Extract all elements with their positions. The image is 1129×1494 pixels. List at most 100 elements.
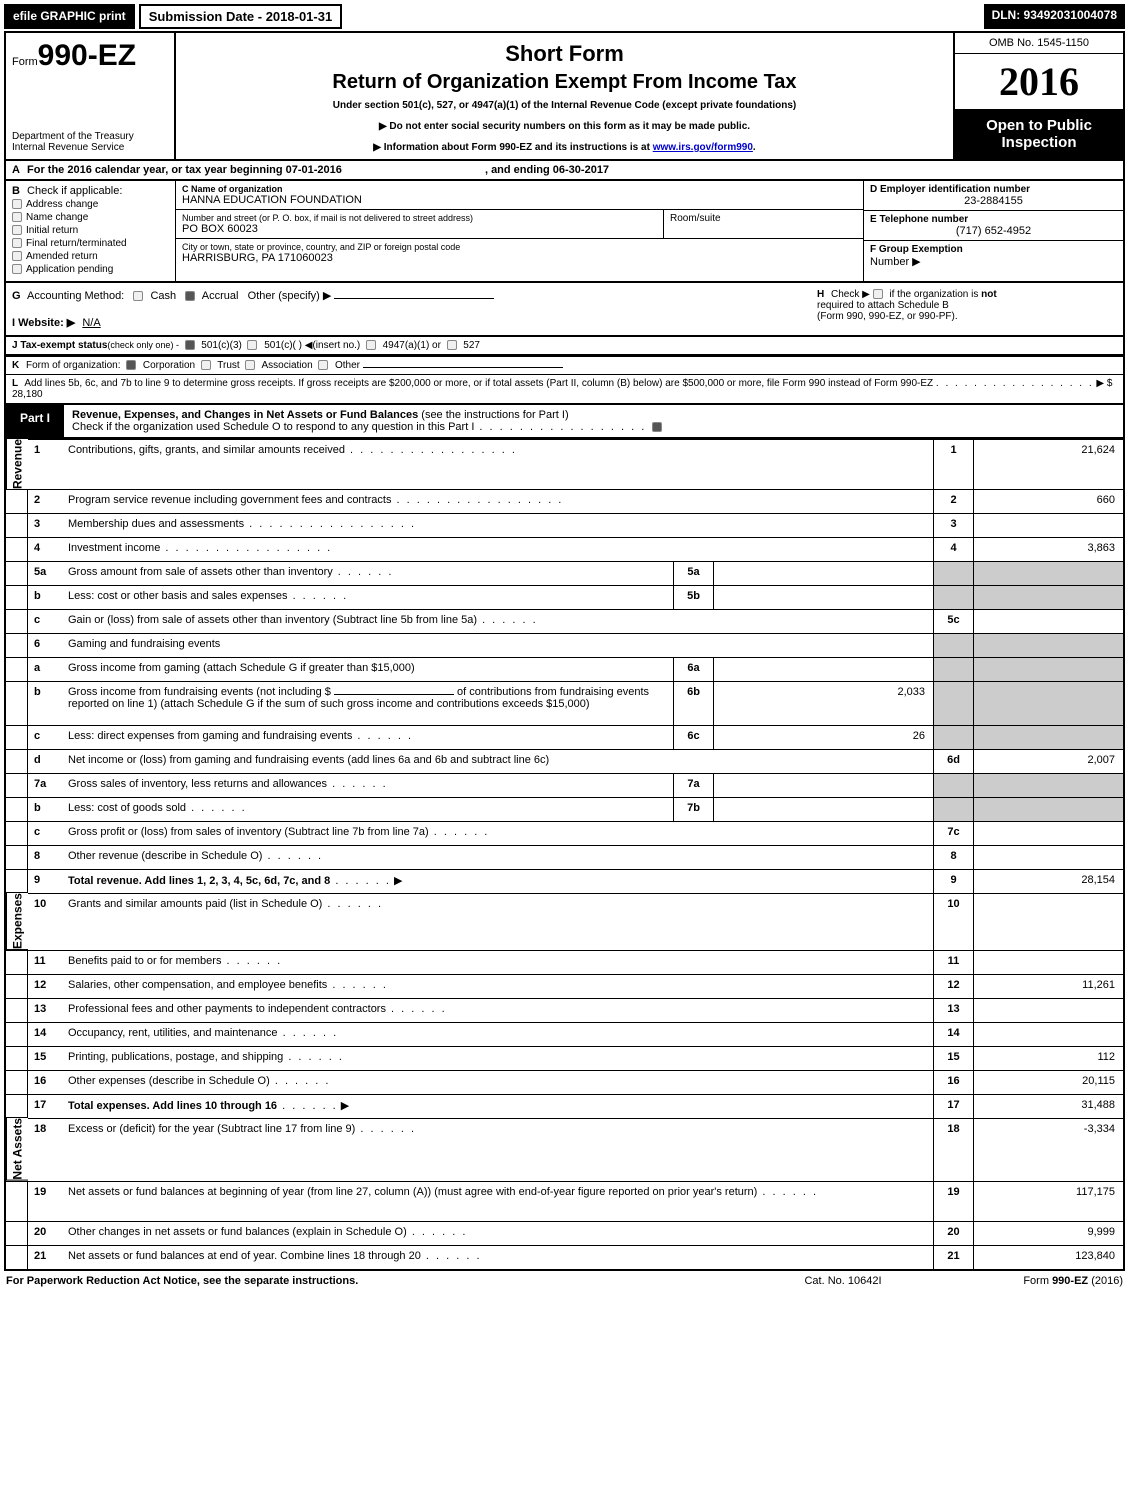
chk-final-return[interactable]: Final return/terminated — [12, 238, 169, 249]
line-rval-shaded — [973, 681, 1123, 725]
line-desc: Contributions, gifts, grants, and simila… — [62, 439, 933, 489]
line-num: 6 — [28, 633, 62, 657]
line-desc: Less: cost or other basis and sales expe… — [62, 585, 673, 609]
box-def: D Employer identification number 23-2884… — [863, 181, 1123, 281]
line-num: c — [28, 609, 62, 633]
l-amt: 28,180 — [12, 389, 43, 400]
chk-application-pending[interactable]: Application pending — [12, 264, 169, 275]
radio-accrual-icon[interactable] — [185, 291, 195, 301]
address-value: PO BOX 60023 — [182, 223, 657, 235]
k-corp-icon[interactable] — [126, 360, 136, 370]
line-midnum: 5a — [673, 561, 713, 585]
line-num: 10 — [28, 893, 62, 950]
line-desc: Less: cost of goods sold — [62, 797, 673, 821]
line-midnum: 7b — [673, 797, 713, 821]
box-c: C Name of organization HANNA EDUCATION F… — [176, 181, 863, 281]
l-amt-prefix: ▶ $ — [1096, 378, 1112, 389]
line-num: 9 — [28, 869, 62, 893]
line-num: 7a — [28, 773, 62, 797]
line-rnum: 4 — [933, 537, 973, 561]
line-a: A For the 2016 calendar year, or tax yea… — [6, 161, 1123, 179]
line-21: 21 Net assets or fund balances at end of… — [6, 1245, 1123, 1269]
line-rval: 123,840 — [973, 1245, 1123, 1269]
k-trust-icon[interactable] — [201, 360, 211, 370]
form-number: Form990-EZ — [12, 39, 168, 73]
chk-label: Final return/terminated — [26, 238, 127, 249]
line-rval — [973, 513, 1123, 537]
line-num: 8 — [28, 845, 62, 869]
irs-link[interactable]: www.irs.gov/form990 — [653, 142, 753, 153]
line-1: Revenue 1 Contributions, gifts, grants, … — [6, 439, 1123, 489]
submission-date: Submission Date - 2018-01-31 — [139, 4, 343, 29]
line-9: 9 Total revenue. Add lines 1, 2, 3, 4, 5… — [6, 869, 1123, 893]
h-checkbox-icon[interactable] — [873, 289, 883, 299]
line-desc: Less: direct expenses from gaming and fu… — [62, 725, 673, 749]
j-4947-icon[interactable] — [366, 340, 376, 350]
chk-amended-return[interactable]: Amended return — [12, 251, 169, 262]
j-527-icon[interactable] — [447, 340, 457, 350]
phone-value: (717) 652-4952 — [870, 225, 1117, 237]
line-desc: Other changes in net assets or fund bala… — [62, 1221, 933, 1245]
h-text2: if the organization is — [889, 289, 981, 300]
j-501c3-icon[interactable] — [185, 340, 195, 350]
line-desc: Net assets or fund balances at beginning… — [62, 1181, 933, 1221]
line-midval: 2,033 — [713, 681, 933, 725]
radio-cash-icon[interactable] — [133, 291, 143, 301]
line-rval: 2,007 — [973, 749, 1123, 773]
chk-name-change[interactable]: Name change — [12, 212, 169, 223]
schedule-o-checkbox-icon[interactable] — [652, 422, 662, 432]
line-a-row: A For the 2016 calendar year, or tax yea… — [4, 161, 1125, 181]
line-num: c — [28, 725, 62, 749]
line-desc: Grants and similar amounts paid (list in… — [62, 893, 933, 950]
form-990ez: 990-EZ — [38, 39, 136, 72]
line-5a: 5a Gross amount from sale of assets othe… — [6, 561, 1123, 585]
g-accrual: Accrual — [202, 290, 239, 302]
line-15: 15 Printing, publications, postage, and … — [6, 1046, 1123, 1070]
subtitle-1: Under section 501(c), 527, or 4947(a)(1)… — [186, 100, 943, 111]
line-midval — [713, 773, 933, 797]
sub2b-text: ▶ Information about Form 990-EZ and its … — [373, 142, 652, 153]
line-5b: b Less: cost or other basis and sales ex… — [6, 585, 1123, 609]
line-rval — [973, 821, 1123, 845]
line-2: 2 Program service revenue including gove… — [6, 489, 1123, 513]
line-desc: Total expenses. Add lines 10 through 16 … — [62, 1094, 933, 1118]
line-num: b — [28, 681, 62, 725]
department: Department of the Treasury Internal Reve… — [12, 131, 168, 153]
section-bcd: B Check if applicable: Address change Na… — [4, 181, 1125, 283]
line-num: 18 — [28, 1118, 62, 1181]
dln-label: DLN: 93492031004078 — [984, 4, 1125, 29]
k-assoc-icon[interactable] — [245, 360, 255, 370]
line-desc: Gross profit or (loss) from sales of inv… — [62, 821, 933, 845]
chk-initial-return[interactable]: Initial return — [12, 225, 169, 236]
org-name-cell: C Name of organization HANNA EDUCATION F… — [176, 181, 863, 210]
efile-print-button[interactable]: efile GRAPHIC print — [4, 4, 135, 29]
j-o3: 4947(a)(1) or — [383, 340, 441, 351]
k-other-icon[interactable] — [318, 360, 328, 370]
line-6b: b Gross income from fundraising events (… — [6, 681, 1123, 725]
line-rnum-shaded — [933, 797, 973, 821]
line-rval: 3,863 — [973, 537, 1123, 561]
chk-label: Initial return — [26, 225, 78, 236]
line-num: b — [28, 585, 62, 609]
city-label: City or town, state or province, country… — [182, 242, 857, 252]
line-desc: Gross sales of inventory, less returns a… — [62, 773, 673, 797]
g-text: Accounting Method: — [27, 290, 124, 302]
row-i: I Website: ▶ N/A — [12, 316, 817, 329]
j-501c-icon[interactable] — [247, 340, 257, 350]
checkbox-icon — [12, 238, 22, 248]
chk-address-change[interactable]: Address change — [12, 199, 169, 210]
checkbox-icon — [12, 199, 22, 209]
j-o4: 527 — [463, 340, 480, 351]
row-k: K Form of organization: Corporation Trus… — [4, 356, 1125, 374]
line-midnum: 6a — [673, 657, 713, 681]
line-desc: Excess or (deficit) for the year (Subtra… — [62, 1118, 933, 1181]
phone-cell: E Telephone number (717) 652-4952 — [864, 211, 1123, 241]
line-rval — [973, 950, 1123, 974]
line-18: Net Assets 18 Excess or (deficit) for th… — [6, 1118, 1123, 1181]
line-12: 12 Salaries, other compensation, and emp… — [6, 974, 1123, 998]
short-form-title: Short Form — [186, 41, 943, 67]
row-h: H Check ▶ if the organization is not req… — [817, 289, 1117, 329]
line-num: 17 — [28, 1094, 62, 1118]
line-10: Expenses 10 Grants and similar amounts p… — [6, 893, 1123, 950]
line-4: 4 Investment income 4 3,863 — [6, 537, 1123, 561]
